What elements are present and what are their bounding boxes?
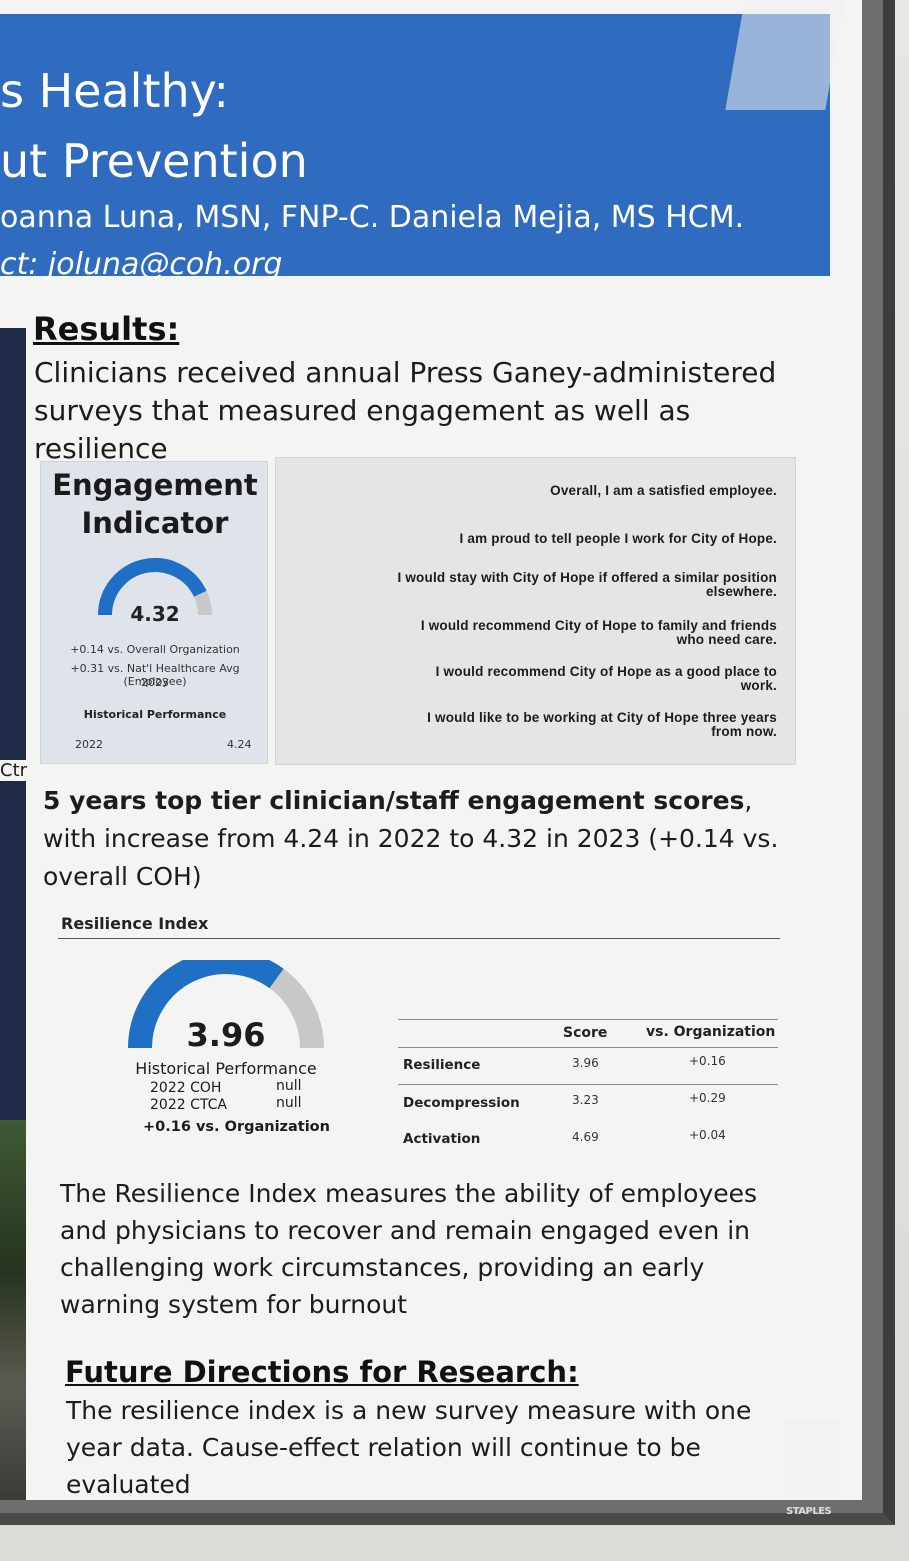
engagement-hist-value: 4.24	[227, 738, 252, 751]
table-row-vs: +0.29	[689, 1091, 726, 1105]
resilience-historical-label: Historical Performance	[135, 1059, 317, 1078]
resilience-hist-coh-value: null	[276, 1078, 302, 1094]
table-rule-header	[398, 1047, 778, 1048]
frame-brand-label: STAPLES	[786, 1506, 832, 1517]
engagement-questions: Overall, I am a satisfied employee. I am…	[275, 457, 796, 765]
question-item: I am proud to tell people I work for Cit…	[459, 531, 777, 546]
contact-email: ct: joluna@coh.org	[0, 247, 283, 282]
engagement-vs-org: +0.14 vs. Overall Organization	[70, 643, 240, 656]
future-directions-heading: Future Directions for Research:	[65, 1355, 579, 1389]
table-row-score: 3.23	[572, 1093, 599, 1107]
resilience-value: 3.96	[186, 1016, 266, 1054]
question-item: I would like to be working at City of Ho…	[427, 710, 777, 739]
future-directions-text: The resilience index is a new survey mea…	[66, 1396, 752, 1499]
resilience-description: The Resilience Index measures the abilit…	[60, 1179, 758, 1319]
engagement-title: Engagement Indicator	[52, 468, 258, 540]
resilience-gauge	[128, 960, 324, 1049]
left-panel: Ctr	[0, 328, 28, 1500]
resilience-hist-ctca-value: null	[276, 1095, 302, 1111]
authors: oanna Luna, MSN, FNP-C. Daniela Mejia, M…	[0, 200, 745, 235]
resilience-divider	[58, 938, 780, 939]
resilience-hist-coh-label: 2022 COH	[150, 1080, 222, 1096]
resilience-vs-org: +0.16 vs. Organization	[143, 1119, 330, 1135]
engagement-summary: 5 years top tier clinician/staff engagem…	[43, 786, 779, 891]
title-line-2: ut Prevention	[0, 134, 308, 188]
engagement-indicator-card: Engagement Indicator 4.32 +0.14 vs. Over…	[40, 461, 268, 764]
title-line-1: s Healthy:	[0, 64, 230, 118]
results-heading: Results:	[33, 310, 180, 348]
results-intro: Clinicians received annual Press Ganey-a…	[34, 356, 777, 465]
table-header-vs: vs. Organization	[646, 1024, 776, 1040]
poster: s Healthy: ut Prevention oanna Luna, MSN…	[0, 0, 862, 1500]
table-row-label: Resilience	[403, 1057, 481, 1073]
engagement-vs-natl: +0.31 vs. Nat'l Healthcare Avg (Employee…	[70, 662, 240, 688]
question-item: I would stay with City of Hope if offere…	[397, 570, 777, 599]
resilience-title: Resilience Index	[61, 914, 209, 933]
table-row-score: 4.69	[572, 1130, 599, 1144]
left-panel-photo	[0, 1120, 26, 1500]
tape	[725, 0, 845, 110]
question-item: I would recommend City of Hope to family…	[420, 618, 777, 647]
table-row-vs: +0.04	[689, 1128, 726, 1142]
poster-header: s Healthy: ut Prevention oanna Luna, MSN…	[0, 14, 830, 282]
table-rule-top	[398, 1019, 778, 1020]
engagement-value: 4.32	[130, 602, 180, 626]
table-row-score: 3.96	[572, 1056, 599, 1070]
table-header-score: Score	[563, 1025, 608, 1041]
question-item: Overall, I am a satisfied employee.	[550, 483, 777, 498]
engagement-year: 2023	[141, 676, 169, 689]
left-panel-label: Ctr	[0, 760, 28, 781]
engagement-gauge	[98, 558, 212, 616]
table-rule-row	[398, 1084, 778, 1085]
engagement-historical-label: Historical Performance	[83, 708, 227, 721]
table-row-label: Activation	[403, 1131, 481, 1147]
question-item: I would recommend City of Hope as a good…	[435, 664, 777, 693]
engagement-hist-year: 2022	[75, 738, 103, 751]
table-row-vs: +0.16	[689, 1054, 726, 1068]
tape	[785, 1420, 840, 1495]
resilience-hist-ctca-label: 2022 CTCA	[150, 1097, 227, 1113]
table-row-label: Decompression	[403, 1095, 520, 1111]
